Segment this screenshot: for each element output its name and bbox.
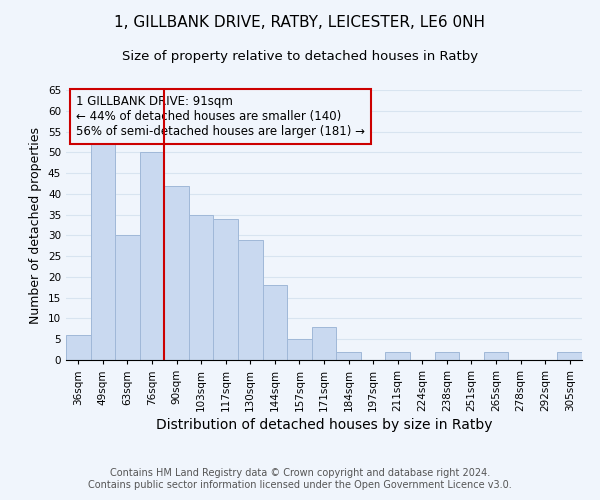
Bar — [164, 186, 189, 360]
X-axis label: Distribution of detached houses by size in Ratby: Distribution of detached houses by size … — [156, 418, 492, 432]
Bar — [91, 140, 115, 360]
Bar — [214, 219, 238, 360]
Bar — [287, 339, 312, 360]
Bar — [312, 327, 336, 360]
Text: 1, GILLBANK DRIVE, RATBY, LEICESTER, LE6 0NH: 1, GILLBANK DRIVE, RATBY, LEICESTER, LE6… — [115, 15, 485, 30]
Bar — [484, 352, 508, 360]
Y-axis label: Number of detached properties: Number of detached properties — [29, 126, 43, 324]
Text: Size of property relative to detached houses in Ratby: Size of property relative to detached ho… — [122, 50, 478, 63]
Text: 1 GILLBANK DRIVE: 91sqm
← 44% of detached houses are smaller (140)
56% of semi-d: 1 GILLBANK DRIVE: 91sqm ← 44% of detache… — [76, 96, 365, 138]
Text: Contains HM Land Registry data © Crown copyright and database right 2024.
Contai: Contains HM Land Registry data © Crown c… — [88, 468, 512, 490]
Bar — [557, 352, 582, 360]
Bar — [434, 352, 459, 360]
Bar — [189, 214, 214, 360]
Bar — [115, 236, 140, 360]
Bar — [140, 152, 164, 360]
Bar — [385, 352, 410, 360]
Bar — [66, 335, 91, 360]
Bar — [263, 285, 287, 360]
Bar — [336, 352, 361, 360]
Bar — [238, 240, 263, 360]
